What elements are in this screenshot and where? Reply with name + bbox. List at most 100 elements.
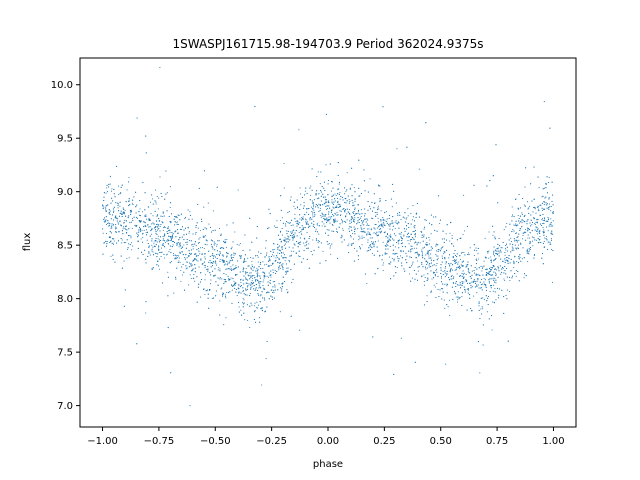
data-point (331, 195, 333, 197)
data-point (151, 248, 153, 250)
data-point (452, 257, 454, 259)
data-point (322, 213, 324, 215)
data-point (266, 292, 268, 294)
data-point (373, 246, 375, 248)
data-point (263, 272, 265, 274)
data-point (281, 286, 283, 288)
data-point (518, 239, 520, 241)
data-point (238, 244, 240, 246)
data-point (354, 207, 356, 209)
data-point (232, 241, 234, 243)
data-point (372, 242, 374, 244)
data-point (289, 199, 292, 201)
data-point (278, 257, 280, 259)
data-point (277, 256, 279, 258)
data-point (113, 238, 115, 240)
data-point (448, 257, 450, 259)
data-point (156, 264, 158, 266)
data-point (191, 268, 193, 270)
data-point (304, 190, 306, 192)
data-point (212, 262, 214, 264)
data-point (452, 282, 454, 284)
data-point (384, 253, 386, 255)
data-point (177, 242, 179, 244)
data-point (371, 247, 373, 249)
data-point (425, 243, 427, 245)
data-point (313, 220, 315, 222)
data-point (121, 213, 123, 215)
data-point (493, 252, 495, 254)
data-point (361, 237, 363, 239)
data-point (487, 251, 489, 253)
data-point (328, 219, 330, 221)
data-point (386, 241, 388, 243)
data-point (120, 192, 122, 194)
data-point (401, 257, 403, 259)
data-point (340, 218, 343, 220)
data-point (305, 227, 307, 229)
data-point (212, 230, 214, 232)
data-point (481, 278, 483, 281)
data-point (136, 217, 138, 219)
data-point (257, 256, 259, 258)
data-point (182, 254, 184, 256)
data-point (508, 258, 510, 260)
data-point (347, 195, 349, 197)
data-point (223, 241, 225, 243)
data-point (306, 223, 308, 225)
data-point (364, 208, 366, 210)
data-point (430, 290, 432, 292)
data-point (284, 223, 287, 225)
data-point (490, 266, 492, 269)
data-point (452, 298, 454, 300)
data-point (398, 247, 400, 249)
data-point (469, 247, 471, 249)
data-point (259, 321, 261, 323)
data-point (189, 211, 191, 213)
data-point (298, 241, 300, 244)
data-point (216, 250, 218, 252)
data-point (371, 201, 373, 203)
data-point (361, 223, 363, 225)
data-point (163, 233, 166, 235)
data-point (259, 301, 261, 303)
data-point (351, 244, 353, 246)
data-point (466, 282, 469, 284)
data-point (245, 288, 247, 290)
data-point (548, 206, 550, 208)
data-point (278, 262, 281, 264)
data-point (147, 255, 149, 257)
data-point (509, 276, 511, 278)
data-point (322, 204, 324, 206)
data-point (187, 255, 189, 257)
data-point (453, 252, 455, 255)
data-point (499, 265, 501, 267)
data-point (406, 255, 408, 257)
data-point (296, 206, 298, 208)
data-point (518, 220, 520, 222)
data-point (331, 199, 333, 201)
data-point (422, 266, 424, 268)
data-point (443, 253, 445, 255)
data-point (180, 228, 182, 231)
data-point (380, 220, 382, 222)
data-point (151, 228, 153, 230)
data-point (517, 244, 519, 246)
data-point (332, 213, 334, 215)
data-point (455, 282, 457, 284)
data-point (169, 248, 171, 251)
data-point (552, 194, 554, 196)
data-point (288, 246, 290, 248)
data-point (358, 187, 360, 189)
data-point (308, 237, 310, 240)
data-point (359, 247, 361, 249)
data-point (168, 215, 170, 218)
data-point (470, 284, 472, 286)
data-point (477, 279, 479, 281)
data-point (428, 255, 430, 257)
data-point (386, 218, 388, 220)
data-point (191, 265, 193, 267)
data-point (522, 232, 524, 234)
data-point (517, 207, 519, 209)
data-point (190, 244, 193, 246)
